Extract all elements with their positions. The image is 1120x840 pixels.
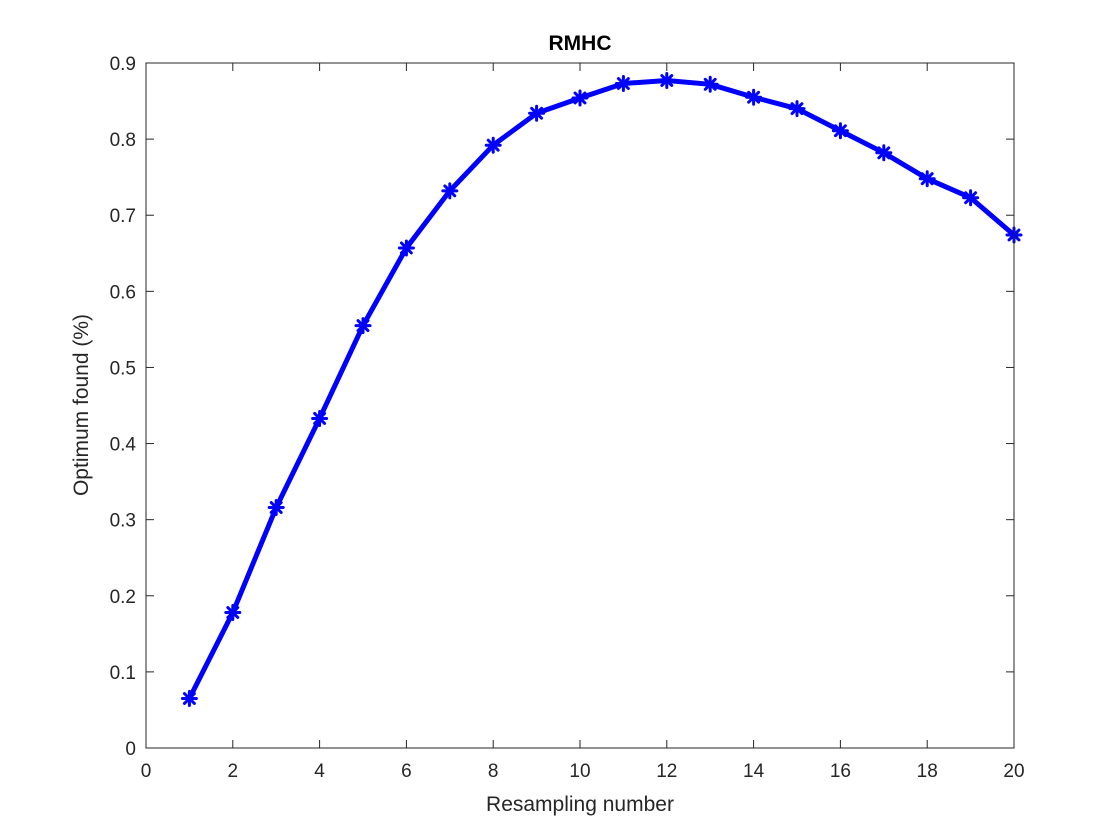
x-tick-label: 12: [656, 761, 677, 782]
x-tick-label: 6: [401, 761, 412, 782]
data-point: [831, 122, 849, 140]
data-point: [224, 604, 242, 622]
y-tick-label: 0.9: [110, 54, 136, 75]
data-point: [354, 317, 372, 335]
x-tick-label: 16: [830, 761, 851, 782]
data-point: [397, 239, 415, 257]
data-point: [701, 75, 719, 93]
x-tick-label: 0: [141, 761, 152, 782]
data-point: [528, 104, 546, 122]
x-tick-label: 4: [314, 761, 325, 782]
data-point: [571, 89, 589, 107]
x-tick-label: 2: [228, 761, 239, 782]
y-tick-label: 0.1: [110, 663, 136, 684]
x-tick-label: 10: [569, 761, 590, 782]
data-point: [484, 136, 502, 154]
plot-frame: [145, 62, 1015, 749]
data-point: [788, 100, 806, 118]
y-tick-label: 0.6: [110, 282, 136, 303]
x-tick-label: 14: [743, 761, 765, 782]
y-tick-label: 0.3: [110, 511, 136, 532]
data-point: [745, 88, 763, 106]
x-tick-label: 8: [488, 761, 499, 782]
x-axis-label: Resampling number: [486, 793, 674, 816]
data-point: [311, 409, 329, 427]
x-tick-label: 20: [1003, 761, 1024, 782]
x-tick-label: 18: [917, 761, 938, 782]
series-line: [186, 78, 1017, 702]
data-point: [962, 189, 980, 207]
y-axis-label: Optimum found (%): [70, 314, 93, 496]
y-tick-label: 0.2: [110, 587, 136, 608]
data-point: [875, 144, 893, 162]
data-point: [180, 690, 198, 708]
y-tick-label: 0.7: [110, 206, 136, 227]
y-tick-label: 0.5: [110, 358, 136, 379]
chart-title: RMHC: [549, 32, 612, 55]
y-tick-label: 0.4: [110, 435, 137, 456]
plot-background: [146, 63, 1014, 748]
y-tick-label: 0: [125, 739, 136, 760]
data-point: [441, 182, 459, 200]
data-point: [267, 498, 285, 516]
data-point: [614, 75, 632, 93]
data-point: [658, 72, 676, 90]
y-tick-label: 0.8: [110, 130, 136, 151]
data-point: [918, 170, 936, 188]
